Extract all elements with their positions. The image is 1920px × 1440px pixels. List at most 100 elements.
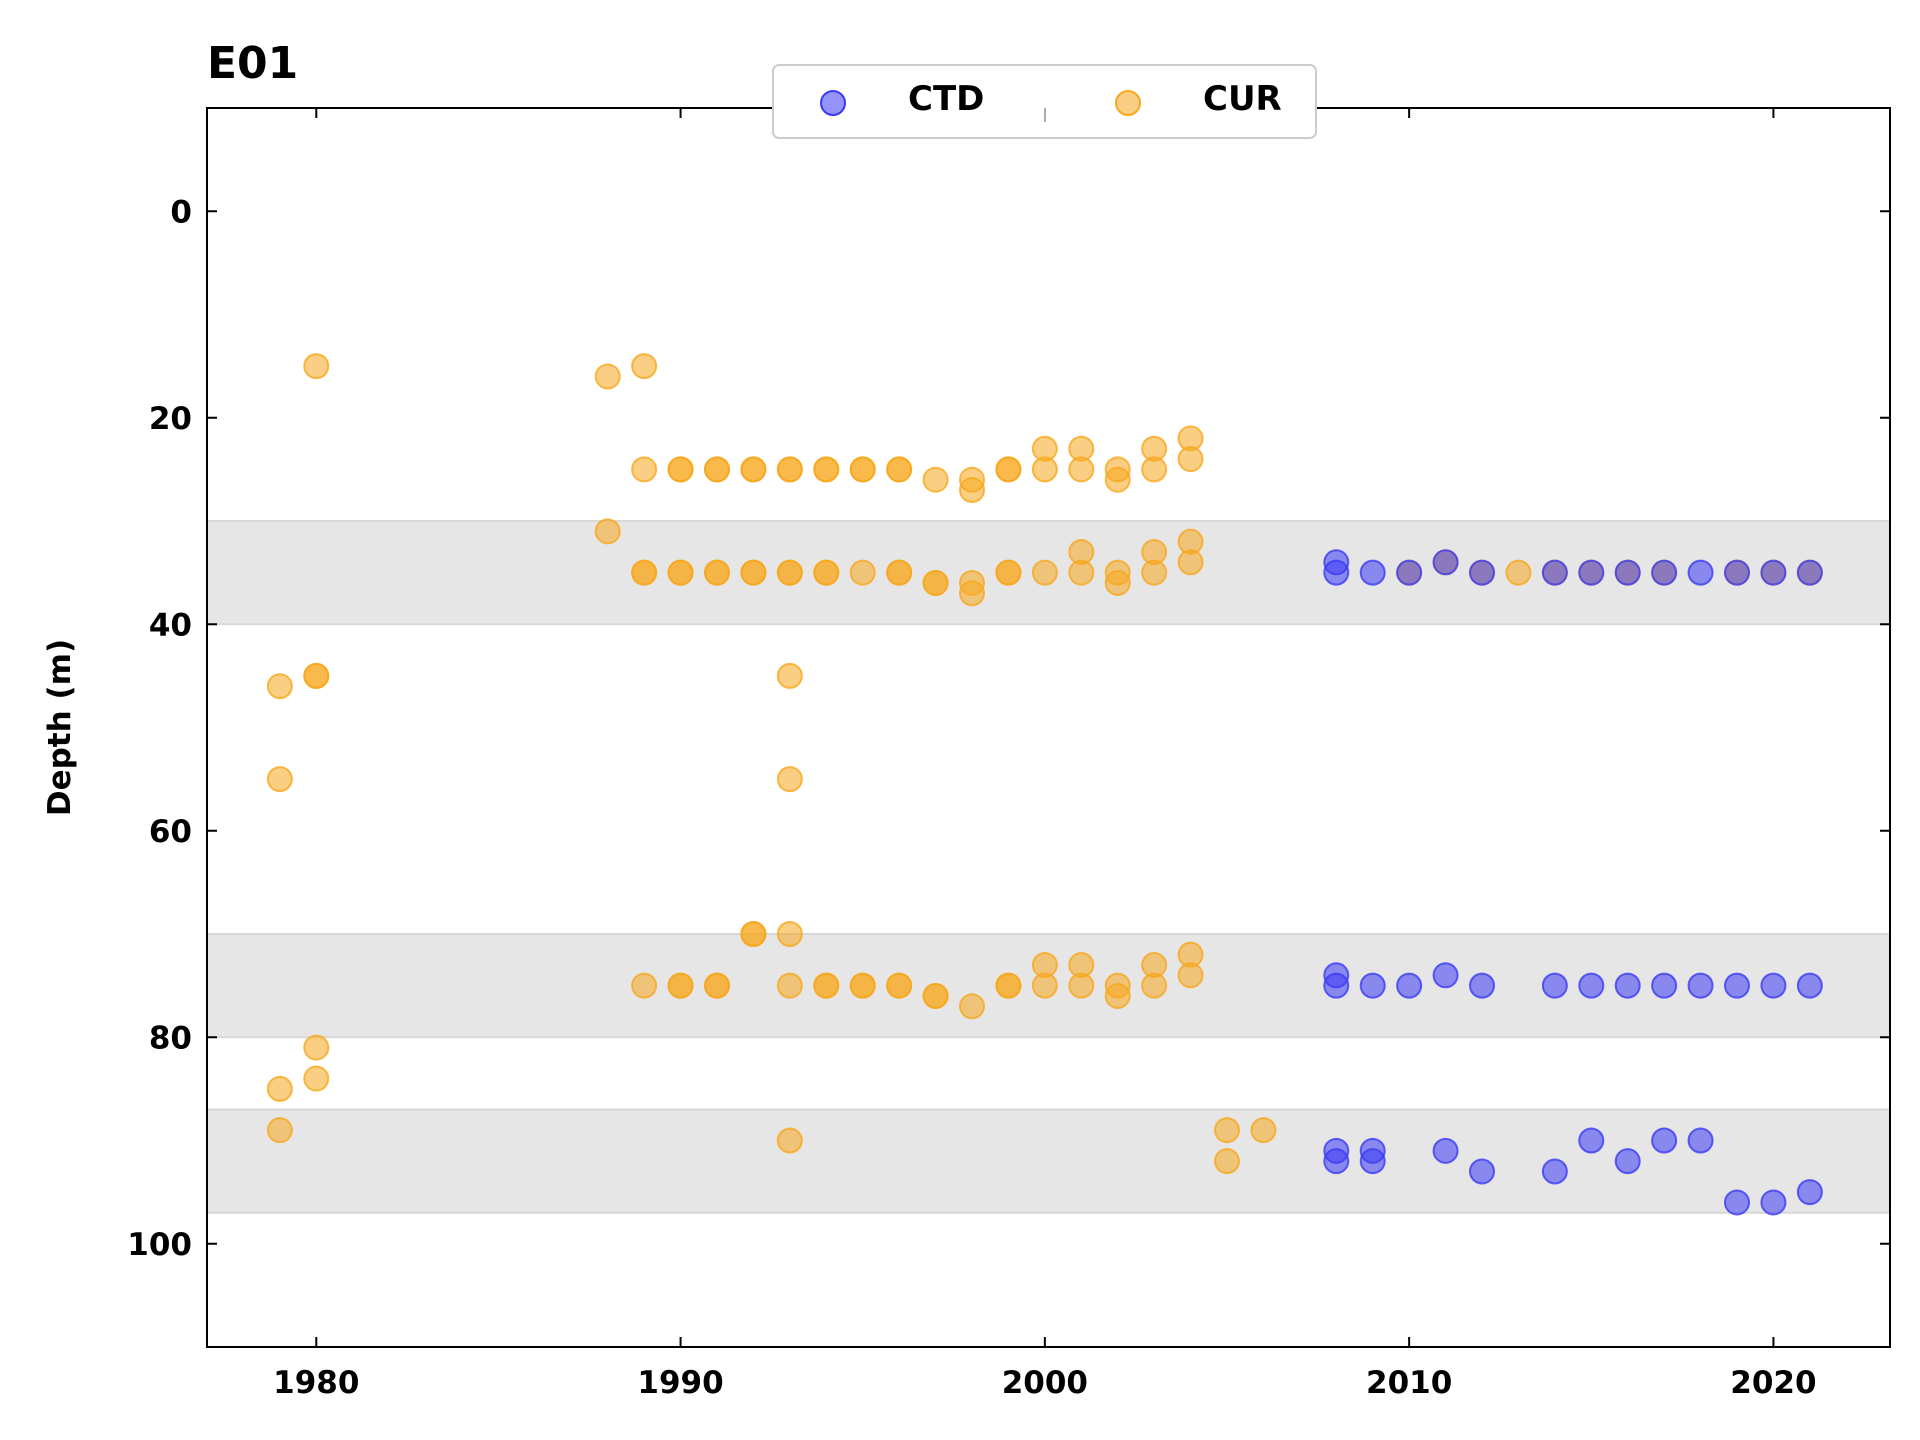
cur-point bbox=[631, 972, 658, 999]
cur-point bbox=[1068, 456, 1095, 483]
ctd-point bbox=[1578, 972, 1605, 999]
cur-point bbox=[776, 972, 803, 999]
cur-point bbox=[1177, 446, 1204, 473]
cur-point bbox=[776, 559, 803, 586]
y-axis: 0 20 40 60 80 100 bbox=[127, 194, 1890, 1263]
cur-point bbox=[266, 766, 293, 793]
cur-point bbox=[995, 972, 1022, 999]
cur-point bbox=[704, 456, 730, 483]
legend-ctd-marker bbox=[820, 90, 846, 116]
cur-point bbox=[995, 456, 1022, 483]
ctd-point bbox=[1323, 1148, 1350, 1175]
cur-point bbox=[667, 972, 694, 999]
cur-point bbox=[667, 456, 694, 483]
ctd-point bbox=[1687, 1127, 1714, 1154]
cur-point bbox=[922, 569, 949, 596]
y-tick-label: 40 bbox=[149, 607, 192, 643]
ctd-point bbox=[1724, 1189, 1750, 1216]
y-tick-label: 0 bbox=[170, 194, 192, 230]
cur-point bbox=[740, 559, 767, 586]
ctd-point bbox=[1432, 962, 1459, 989]
cur-point bbox=[995, 559, 1022, 586]
ctd-point bbox=[1541, 972, 1568, 999]
cur-point bbox=[813, 972, 840, 999]
cur-point bbox=[1177, 962, 1204, 989]
x-axis: 1980 1990 2000 2010 2020 bbox=[273, 108, 1817, 1401]
ctd-point bbox=[1469, 1158, 1495, 1185]
cur-point bbox=[594, 518, 621, 545]
cur-point bbox=[1141, 559, 1168, 586]
ctd-point bbox=[1432, 1137, 1459, 1164]
ctd-point bbox=[1724, 972, 1750, 999]
cur-point bbox=[813, 559, 840, 586]
ctd-point bbox=[1469, 559, 1495, 586]
legend-cur-marker bbox=[1115, 90, 1141, 116]
cur-point bbox=[1177, 549, 1204, 576]
cur-point bbox=[631, 559, 658, 586]
x-tick-label: 2000 bbox=[1002, 1365, 1088, 1401]
ctd-point bbox=[1760, 559, 1787, 586]
cur-point bbox=[959, 993, 985, 1020]
cur-point bbox=[303, 1065, 330, 1092]
cur-point bbox=[594, 363, 621, 390]
ctd-point bbox=[1541, 1158, 1568, 1185]
ctd-point bbox=[1323, 972, 1350, 999]
cur-point bbox=[849, 456, 876, 483]
cur-point bbox=[1141, 456, 1168, 483]
ctd-point bbox=[1614, 1148, 1641, 1175]
cur-series bbox=[266, 353, 1823, 1175]
ctd-point bbox=[1578, 1127, 1605, 1154]
ctd-point bbox=[1359, 972, 1386, 999]
cur-point bbox=[266, 1117, 293, 1144]
cur-point bbox=[1031, 972, 1058, 999]
ctd-point bbox=[1724, 559, 1750, 586]
ctd-point bbox=[1323, 559, 1350, 586]
ctd-point bbox=[1396, 972, 1423, 999]
cur-point bbox=[776, 766, 803, 793]
cur-point bbox=[1068, 559, 1095, 586]
legend-cur-label: CUR bbox=[1203, 79, 1282, 119]
ctd-point bbox=[1469, 972, 1495, 999]
x-tick-label: 1990 bbox=[637, 1365, 723, 1401]
cur-point bbox=[776, 1127, 803, 1154]
ctd-point bbox=[1687, 559, 1714, 586]
legend: CTD CUR bbox=[772, 64, 1317, 139]
ctd-point bbox=[1796, 972, 1823, 999]
ctd-point bbox=[1760, 1189, 1787, 1216]
cur-point bbox=[1031, 559, 1058, 586]
cur-point bbox=[886, 972, 913, 999]
y-tick-label: 60 bbox=[149, 814, 192, 850]
ctd-point bbox=[1614, 972, 1641, 999]
cur-point bbox=[303, 1034, 330, 1061]
x-tick-label: 2010 bbox=[1366, 1365, 1452, 1401]
cur-point bbox=[704, 559, 730, 586]
cur-point bbox=[959, 580, 985, 607]
ctd-point bbox=[1760, 972, 1787, 999]
y-tick-label: 80 bbox=[149, 1020, 192, 1056]
cur-point bbox=[667, 559, 694, 586]
ctd-point bbox=[1359, 1148, 1386, 1175]
cur-point bbox=[266, 1075, 293, 1102]
cur-point bbox=[849, 972, 876, 999]
legend-ctd-label: CTD bbox=[908, 79, 984, 119]
cur-point bbox=[1214, 1117, 1240, 1144]
cur-point bbox=[740, 921, 767, 947]
ctd-point bbox=[1359, 559, 1386, 586]
cur-point bbox=[1214, 1148, 1240, 1175]
cur-point bbox=[1031, 456, 1058, 483]
x-tick-label: 2020 bbox=[1730, 1365, 1816, 1401]
cur-point bbox=[704, 972, 730, 999]
cur-point bbox=[1104, 982, 1131, 1009]
ctd-point bbox=[1687, 972, 1714, 999]
cur-point bbox=[813, 456, 840, 483]
cur-point bbox=[886, 559, 913, 586]
cur-point bbox=[1104, 466, 1131, 493]
chart-title: E01 bbox=[207, 38, 298, 89]
cur-point bbox=[631, 353, 658, 380]
ctd-point bbox=[1651, 1127, 1678, 1154]
ctd-point bbox=[1651, 559, 1678, 586]
cur-point bbox=[1104, 569, 1131, 596]
ctd-point bbox=[1396, 559, 1423, 586]
cur-point bbox=[922, 982, 949, 1009]
